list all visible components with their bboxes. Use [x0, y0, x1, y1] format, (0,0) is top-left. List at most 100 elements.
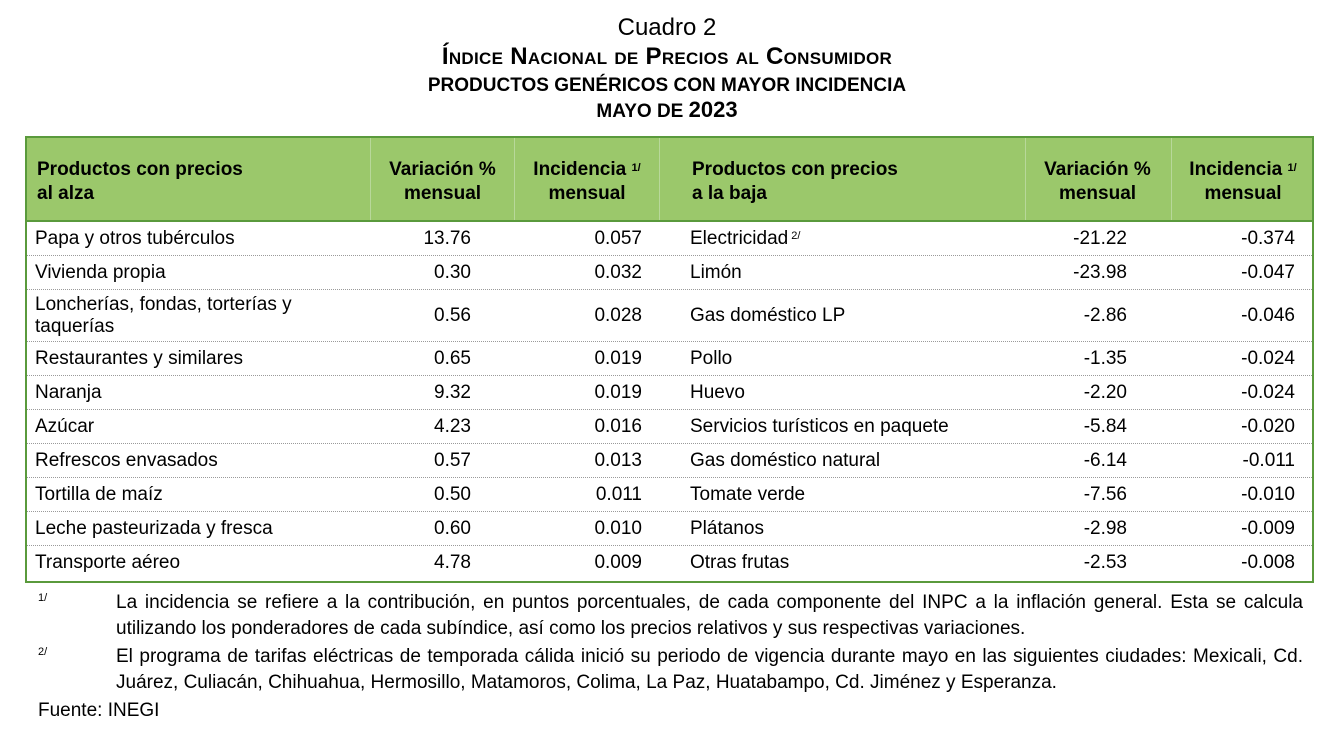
table-title: Índice Nacional de Precios al Consumidor [441, 43, 893, 70]
header-variation-down: Variación % mensual [1025, 158, 1170, 206]
header-incidence-up-line2: mensual [548, 183, 626, 204]
product-up-name-text: Naranja [35, 381, 102, 403]
product-down-name-text: Limón [690, 261, 742, 283]
product-down-name: Pollo [690, 342, 1020, 375]
table-row: Papa y otros tubérculos 13.76 0.057 Electri… [27, 222, 1312, 256]
product-down-incidence-text: -0.046 [1241, 304, 1295, 326]
product-down-incidence: -0.020 [1171, 410, 1295, 443]
header-products-down: Productos con precios a la baja [692, 158, 898, 206]
footnote-1: 1/ La incidencia se refiere a la contrib… [38, 590, 1303, 642]
product-up-incidence: 0.009 [514, 546, 642, 580]
product-up-incidence-text: 0.011 [595, 483, 642, 505]
product-down-incidence-text: -0.011 [1242, 449, 1295, 471]
product-up-name: Papa y otros tubérculos [35, 222, 365, 255]
product-down-incidence: -0.046 [1171, 290, 1295, 341]
header-incidence-down-text: Incidencia [1189, 159, 1283, 180]
product-down-name-text: Servicios turísticos en paquete [690, 415, 949, 437]
product-down-variation-text: -2.86 [1083, 304, 1127, 326]
product-up-name: Azúcar [35, 410, 365, 443]
product-down-variation-text: -6.14 [1083, 449, 1127, 471]
product-up-name: Leche pasteurizada y fresca [35, 512, 365, 545]
table-row: Loncherías, fondas, torterías y taquería… [27, 290, 1312, 342]
product-up-incidence: 0.011 [514, 478, 642, 511]
product-down-variation: -2.20 [1025, 376, 1127, 409]
product-up-incidence: 0.019 [514, 342, 642, 375]
product-up-incidence-text: 0.028 [594, 304, 642, 326]
product-up-incidence: 0.028 [514, 290, 642, 341]
product-down-name: Gas doméstico LP [690, 290, 1020, 341]
product-up-variation-text: 0.57 [434, 449, 471, 471]
table-row: Transporte aéreo 4.78 0.009 Otras frutas -2.… [27, 546, 1312, 580]
product-down-incidence: -0.024 [1171, 342, 1295, 375]
product-down-incidence: -0.009 [1171, 512, 1295, 545]
product-down-variation-text: -2.20 [1083, 381, 1127, 403]
product-down-variation: -7.56 [1025, 478, 1127, 511]
product-down-name-text: Electricidad [690, 227, 789, 249]
footnote-text: La incidencia se refiere a la contribuci… [116, 592, 1303, 639]
product-down-variation: -21.22 [1025, 222, 1127, 255]
table-row: Refrescos envasados 0.57 0.013 Gas doméstic… [27, 444, 1312, 478]
product-down-name: Servicios turísticos en paquete [690, 410, 1020, 443]
product-up-variation-text: 0.50 [434, 483, 471, 505]
product-up-incidence: 0.013 [514, 444, 642, 477]
period-year: 2023 [688, 97, 738, 122]
product-down-variation: -2.98 [1025, 512, 1127, 545]
product-down-variation-text: -7.56 [1083, 483, 1127, 505]
footnote-ref-1: 1/ [631, 162, 641, 174]
product-down-name: Electricidad 2/ [690, 222, 1020, 255]
header-variation-up-line1: Variación % [389, 159, 496, 180]
header-divider [1171, 138, 1172, 220]
header-divider [370, 138, 371, 220]
product-up-name-text: Azúcar [35, 415, 95, 437]
header-divider [1025, 138, 1026, 220]
header-divider [514, 138, 515, 220]
title-block: Cuadro 2 Índice Nacional de Precios al C… [0, 14, 1334, 124]
product-up-incidence-text: 0.032 [594, 261, 642, 283]
product-up-name-text: Leche pasteurizada y fresca [35, 517, 273, 539]
product-down-incidence: -0.011 [1171, 444, 1295, 477]
product-up-name: Tortilla de maíz [35, 478, 365, 511]
table-row: Vivienda propia 0.30 0.032 Limón -23.98 -0.04… [27, 256, 1312, 290]
product-down-incidence-text: -0.009 [1241, 517, 1295, 539]
table-period: MAYO DE 2023 [0, 98, 1334, 124]
product-down-incidence: -0.047 [1171, 256, 1295, 289]
product-down-incidence-text: -0.024 [1241, 347, 1295, 369]
footnote-ref-1: 1/ [1287, 162, 1297, 174]
product-up-incidence: 0.032 [514, 256, 642, 289]
source-note: Fuente: INEGI [38, 700, 160, 721]
product-up-variation-text: 0.65 [434, 347, 471, 369]
product-up-incidence-text: 0.010 [594, 517, 642, 539]
product-up-incidence-text: 0.013 [594, 449, 642, 471]
product-down-incidence-text: -0.010 [1241, 483, 1295, 505]
header-variation-down-line2: mensual [1058, 183, 1137, 204]
product-up-name-text: Transporte aéreo [35, 552, 181, 573]
product-down-name: Limón [690, 256, 1020, 289]
header-variation-up: Variación % mensual [370, 158, 515, 206]
product-up-incidence: 0.019 [514, 376, 642, 409]
product-down-variation-text: -2.98 [1083, 517, 1127, 539]
header-products-down-line1: Productos con precios [692, 159, 898, 180]
product-up-name-text: Refrescos envasados [35, 449, 218, 471]
product-down-incidence-text: -0.020 [1241, 415, 1295, 437]
header-incidence-down-line1: Incidencia 1/ [1173, 158, 1313, 182]
product-up-incidence-text: 0.019 [594, 347, 642, 369]
header-products-up-line1: Productos con precios [37, 159, 243, 180]
table-row: Azúcar 4.23 0.016 Servicios turísticos en p… [27, 410, 1312, 444]
product-up-name-text: Vivienda propia [35, 261, 166, 283]
product-down-incidence-text: -0.008 [1241, 552, 1295, 573]
product-down-incidence-text: -0.047 [1241, 261, 1295, 283]
table-row: Restaurantes y similares 0.65 0.019 Pollo -1… [27, 342, 1312, 376]
product-down-variation: -2.53 [1025, 546, 1127, 580]
product-down-incidence: -0.010 [1171, 478, 1295, 511]
product-up-variation: 0.50 [370, 478, 471, 511]
product-down-name-text: Otras frutas [690, 552, 790, 573]
incidence-table: Productos con precios al alza Variación … [25, 136, 1314, 583]
product-up-name-text: Restaurantes y similares [35, 347, 244, 369]
product-up-variation: 4.78 [370, 546, 471, 580]
product-up-variation-text: 0.30 [434, 261, 471, 283]
product-down-incidence: -0.008 [1171, 546, 1295, 580]
product-up-variation-text: 0.60 [434, 517, 471, 539]
product-up-variation: 0.60 [370, 512, 471, 545]
product-up-variation: 0.65 [370, 342, 471, 375]
product-down-variation: -6.14 [1025, 444, 1127, 477]
